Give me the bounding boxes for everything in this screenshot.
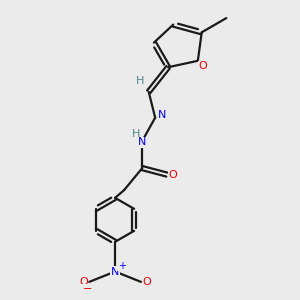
Text: N: N	[137, 137, 146, 147]
Text: +: +	[118, 261, 126, 271]
Text: O: O	[142, 277, 151, 287]
Text: H: H	[136, 76, 144, 86]
Text: O: O	[198, 61, 207, 71]
Text: N: N	[158, 110, 166, 120]
Text: N: N	[111, 267, 119, 277]
Text: O: O	[79, 277, 88, 287]
Text: H: H	[132, 129, 141, 139]
Text: −: −	[82, 284, 92, 294]
Text: O: O	[168, 169, 177, 180]
